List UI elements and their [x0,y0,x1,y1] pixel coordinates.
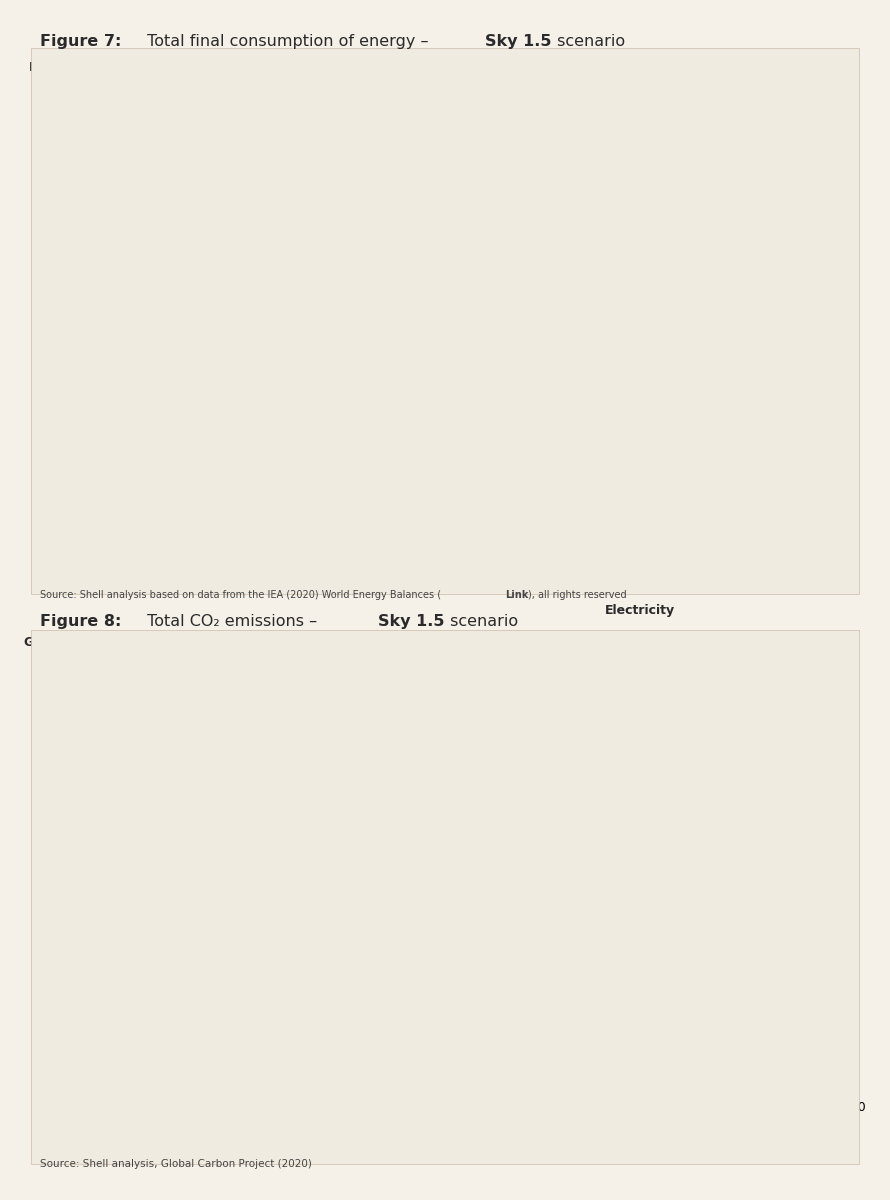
Bar [605,688,632,708]
Text: Source: Shell analysis, Global Carbon Project (2020): Source: Shell analysis, Global Carbon Pr… [40,1159,312,1169]
Text: Sky 1.5: Sky 1.5 [378,614,445,629]
Text: Figure 8:: Figure 8: [40,614,121,629]
Text: Total final consumption of energy –: Total final consumption of energy – [142,34,434,49]
Text: Non-renewable: Non-renewable [645,691,735,704]
Text: scenario: scenario [552,34,625,49]
Bar [605,254,632,274]
Text: Coal: Coal [645,257,671,270]
Bar [605,544,632,563]
Text: Solid fuels: Solid fuels [605,170,678,182]
Text: Natural gas: Natural gas [645,402,714,415]
Text: Figure 7:: Figure 7: [40,34,121,49]
Bar [605,358,632,377]
Bar [605,647,632,667]
Text: Biofuels: Biofuels [645,505,692,518]
Text: ), all rights reserved: ), all rights reserved [528,590,627,600]
Text: Total CO₂ emissions –: Total CO₂ emissions – [142,614,323,629]
Bar [89,666,415,1092]
Text: scenario: scenario [445,614,518,629]
Text: Hydrogen and biogas: Hydrogen and biogas [645,361,772,374]
Bar [89,78,189,522]
Text: EJ/year (final energy): EJ/year (final energy) [29,60,179,73]
Text: Renewable: Renewable [645,650,710,664]
Text: Oil: Oil [645,546,661,559]
Bar [605,212,632,233]
Text: Gaseous fuels: Gaseous fuels [605,314,703,328]
Text: Electricity: Electricity [605,604,676,617]
Text: Source: Shell analysis based on data from the IEA (2020) World Energy Balances (: Source: Shell analysis based on data fro… [40,590,441,600]
Text: Liquid fuels: Liquid fuels [605,460,687,472]
Bar [605,503,632,522]
Text: Link: Link [505,590,528,600]
Text: Gt CO₂/year: Gt CO₂/year [24,636,106,649]
Text: Sky 1.5: Sky 1.5 [485,34,552,49]
Text: Demand with: Demand with [645,85,724,98]
Text: no efficiency gains: no efficiency gains [645,124,756,137]
Bar [605,398,632,418]
Text: Biomass: Biomass [645,216,695,229]
